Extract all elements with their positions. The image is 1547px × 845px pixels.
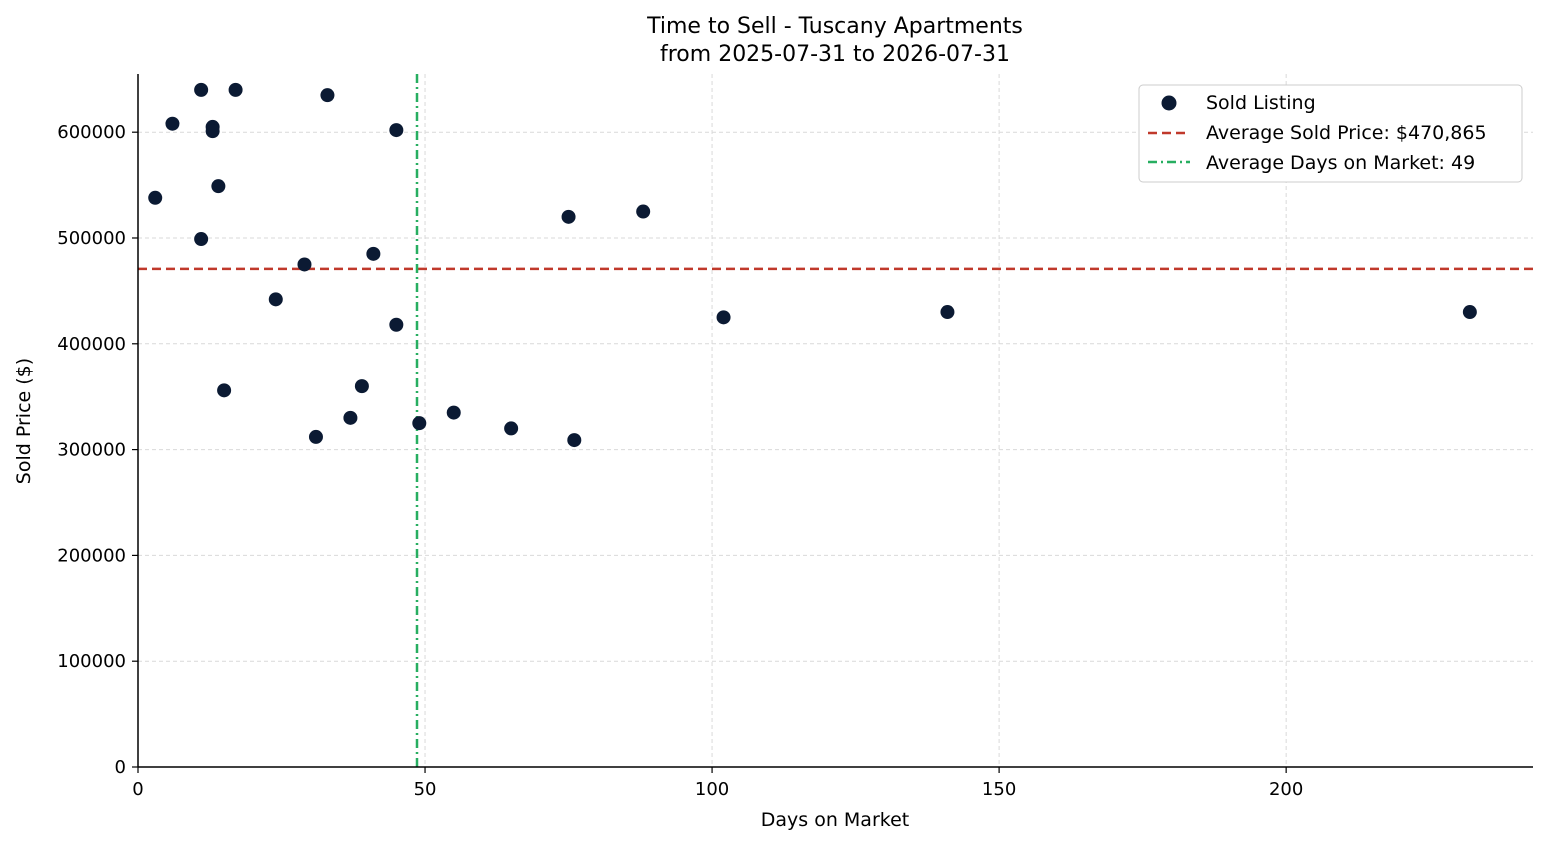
data-point — [308, 429, 323, 444]
grid-lines — [138, 74, 1533, 767]
y-tick-label: 400000 — [57, 334, 126, 355]
chart-subtitle: from 2025-07-31 to 2026-07-31 — [660, 42, 1010, 67]
x-tick-label: 100 — [695, 779, 729, 800]
data-points — [148, 82, 1477, 448]
y-tick-label: 300000 — [57, 440, 126, 461]
data-point — [504, 421, 519, 436]
legend-label-avg-price: Average Sold Price: $470,865 — [1206, 122, 1487, 144]
data-point — [194, 82, 209, 97]
x-tick-label: 0 — [132, 779, 143, 800]
legend-label-points: Sold Listing — [1206, 92, 1316, 114]
data-point — [940, 305, 955, 320]
data-point — [366, 246, 381, 261]
data-point — [211, 179, 226, 194]
data-point — [389, 123, 404, 138]
y-tick-label: 200000 — [57, 545, 126, 566]
data-point — [217, 383, 232, 398]
data-point — [636, 204, 651, 219]
data-point — [228, 82, 243, 97]
y-tick-label: 500000 — [57, 228, 126, 249]
data-point — [446, 405, 461, 420]
data-point — [716, 310, 731, 325]
data-point — [268, 292, 283, 307]
x-tick-label: 50 — [414, 779, 437, 800]
y-tick-label: 0 — [115, 757, 126, 778]
data-point — [320, 88, 335, 103]
data-point — [165, 116, 180, 131]
data-point — [148, 190, 163, 205]
data-point — [354, 379, 369, 394]
legend-label-avg-days: Average Days on Market: 49 — [1206, 152, 1475, 174]
x-tick-label: 150 — [982, 779, 1016, 800]
data-point — [561, 209, 576, 224]
data-point — [389, 317, 404, 332]
legend-box — [1138, 84, 1523, 183]
data-point — [343, 410, 358, 425]
data-point — [194, 232, 209, 247]
data-point — [412, 416, 427, 431]
legend-point-marker — [1161, 95, 1177, 111]
data-point — [297, 257, 312, 272]
x-axis-label: Days on Market — [761, 809, 909, 831]
data-point — [205, 124, 220, 139]
data-point — [1462, 305, 1477, 320]
legend: Sold Listing Average Sold Price: $470,86… — [1138, 84, 1523, 183]
y-axis-label: Sold Price ($) — [13, 358, 35, 484]
axes — [137, 74, 1533, 768]
data-point — [567, 433, 582, 448]
chart-title: Time to Sell - Tuscany Apartments — [646, 14, 1023, 39]
tick-labels: 0 50 100 150 200 0 100000 200000 300000 400000 500… — [57, 122, 1303, 800]
y-tick-label: 100000 — [57, 651, 126, 672]
x-tick-label: 200 — [1269, 779, 1303, 800]
y-tick-label: 600000 — [57, 122, 126, 143]
